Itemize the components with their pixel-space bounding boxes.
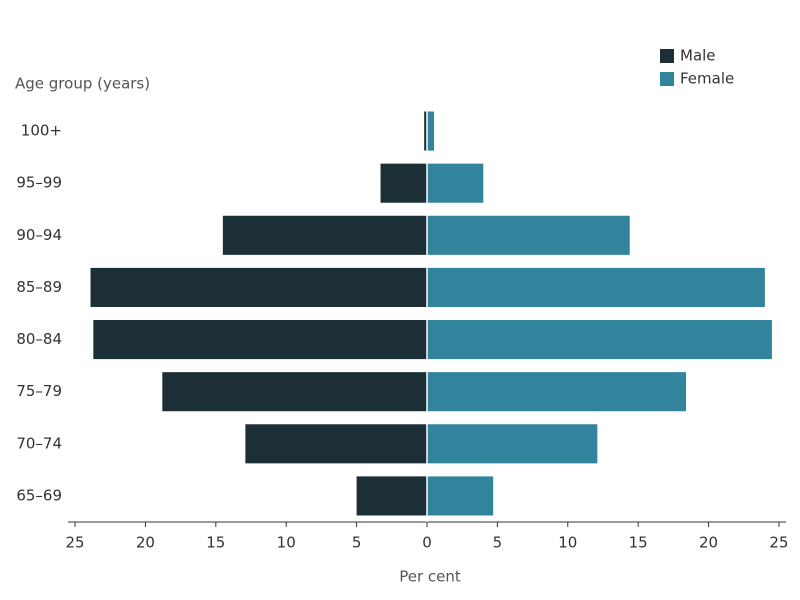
bar [427, 215, 630, 255]
bar [427, 320, 772, 360]
y-axis-label: Age group (years) [15, 75, 150, 93]
x-tick-label: 20 [699, 534, 718, 552]
bar [93, 320, 427, 360]
y-tick-label: 95–99 [16, 174, 62, 192]
x-tick-label: 20 [136, 534, 155, 552]
bar [427, 372, 687, 412]
y-tick-label: 65–69 [16, 486, 62, 504]
x-tick-label: 5 [493, 534, 503, 552]
x-tick-label: 5 [352, 534, 362, 552]
bar [90, 267, 428, 307]
legend-label: Male [680, 47, 716, 65]
legend-swatch [660, 72, 674, 86]
x-tick-label: 10 [277, 534, 296, 552]
y-tick-label: 70–74 [16, 434, 62, 452]
bar [427, 424, 598, 464]
bar [427, 163, 484, 203]
bar [427, 476, 494, 516]
y-tick-label: 85–89 [16, 278, 62, 296]
legend-label: Female [680, 70, 734, 88]
y-tick-label: 80–84 [16, 330, 62, 348]
bar [427, 267, 765, 307]
x-tick-label: 25 [769, 534, 788, 552]
bar [356, 476, 427, 516]
legend-swatch [660, 49, 674, 63]
bar [162, 372, 427, 412]
bar [380, 163, 427, 203]
bar [427, 111, 435, 151]
bar [424, 111, 427, 151]
y-tick-label: 90–94 [16, 226, 62, 244]
x-tick-label: 25 [65, 534, 84, 552]
x-axis-label: Per cent [399, 568, 461, 586]
y-tick-label: 100+ [21, 122, 62, 140]
x-tick-label: 15 [206, 534, 225, 552]
bar [222, 215, 427, 255]
x-tick-label: 15 [629, 534, 648, 552]
x-tick-label: 0 [422, 534, 432, 552]
bar [245, 424, 427, 464]
x-tick-label: 10 [558, 534, 577, 552]
y-tick-label: 75–79 [16, 382, 62, 400]
